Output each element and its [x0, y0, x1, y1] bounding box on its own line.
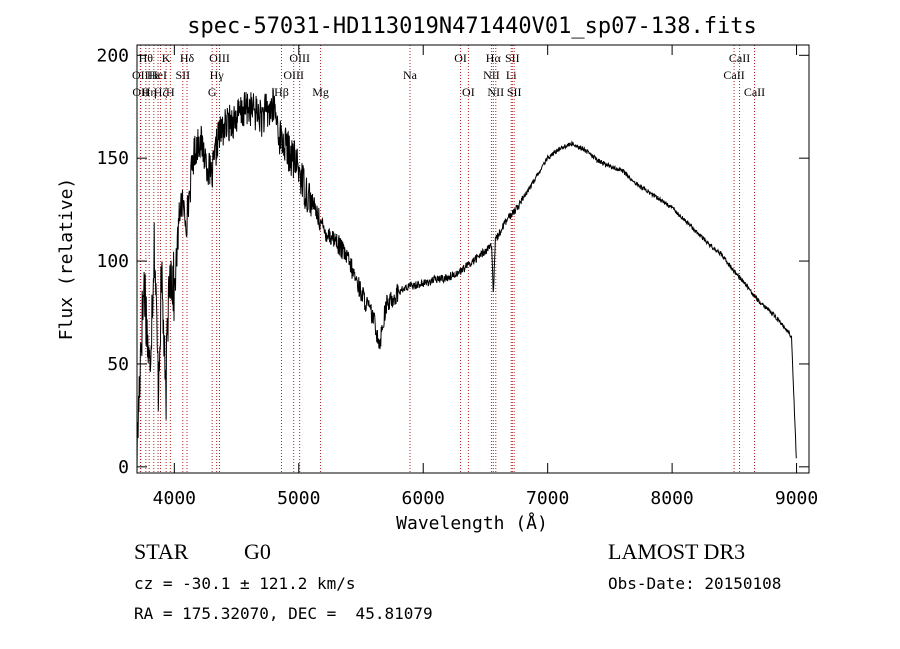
line-marker-label-10: Hδ — [180, 51, 195, 65]
line-marker-label-27: CaII — [723, 68, 744, 82]
y-tick-label-1: 50 — [107, 354, 129, 375]
line-marker-label-17: Mg — [312, 85, 329, 99]
line-marker-label-12: Hγ — [210, 68, 225, 82]
axis-ticks: 4000 5000 6000 7000 8000 9000 0 50 100 150 200 — [96, 45, 818, 509]
object-type: STAR — [134, 539, 189, 564]
line-marker-label-14: Hβ — [274, 85, 289, 99]
line-marker-label-25: SII — [505, 51, 520, 65]
line-marker-label-6: Hζ — [154, 85, 168, 99]
line-marker-label-23: NII — [487, 85, 504, 99]
spectral-subclass: G0 — [244, 539, 271, 564]
observation-date: Obs-Date: 20150108 — [608, 574, 782, 593]
y-tick-label-4: 200 — [96, 45, 129, 66]
line-marker-label-9: SII — [175, 68, 190, 82]
line-marker-label-4: Hε — [147, 68, 161, 82]
line-marker-label-13: OIII — [209, 51, 230, 65]
x-tick-label-3: 7000 — [526, 488, 569, 509]
line-marker-label-24: Li — [506, 68, 517, 82]
y-axis-label: Flux (relative) — [56, 178, 77, 341]
line-marker-label-7: K — [162, 51, 171, 65]
x-tick-label-5: 9000 — [775, 488, 818, 509]
line-marker-label-8: H — [166, 85, 175, 99]
line-marker-label-15: OIII — [283, 68, 304, 82]
line-marker-label-19: OI — [454, 51, 467, 65]
x-axis-label: Wavelength (Å) — [396, 512, 548, 534]
line-marker-label-2: Hθ — [139, 51, 154, 65]
line-marker-label-28: CaII — [729, 51, 750, 65]
line-marker-label-16: OIII — [289, 51, 310, 65]
chart-title: spec-57031-HD113019N471440V01_sp07-138.f… — [187, 14, 757, 39]
x-tick-label-2: 6000 — [402, 488, 445, 509]
line-marker-label-26: SII — [507, 85, 522, 99]
line-marker-label-22: Hα — [486, 51, 502, 65]
y-tick-label-3: 150 — [96, 148, 129, 169]
line-marker-label-3: Hη — [142, 85, 157, 99]
spectrum-line — [136, 87, 797, 474]
coordinates: RA = 175.32070, DEC = 45.81079 — [134, 604, 433, 623]
x-tick-label-1: 5000 — [277, 488, 320, 509]
redshift-velocity: cz = -30.1 ± 121.2 km/s — [134, 574, 356, 593]
line-marker-label-29: CaII — [744, 85, 765, 99]
survey-release: LAMOST DR3 — [608, 539, 746, 564]
x-tick-label-4: 8000 — [650, 488, 693, 509]
line-marker-label-5: HeI — [149, 68, 167, 82]
line-marker-label-18: Na — [403, 68, 418, 82]
y-tick-label-2: 100 — [96, 251, 129, 272]
plot-frame — [136, 44, 810, 474]
line-marker-label-11: G — [208, 85, 217, 99]
line-marker-label-21: NII — [483, 68, 500, 82]
y-tick-label-0: 0 — [118, 457, 129, 478]
x-tick-label-0: 4000 — [153, 488, 196, 509]
line-marker-label-20: OI — [462, 85, 475, 99]
